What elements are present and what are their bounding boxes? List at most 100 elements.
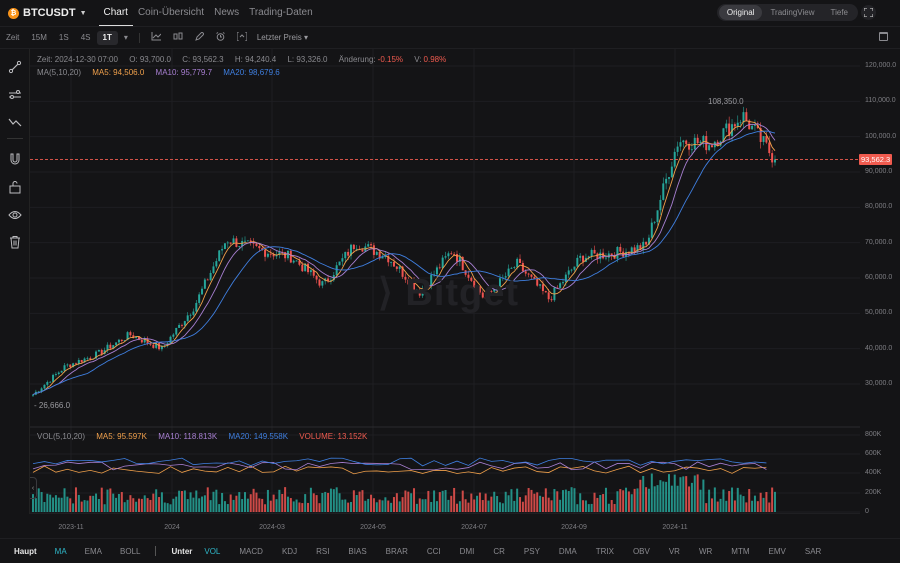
- indicator-trix[interactable]: TRIX: [595, 546, 614, 556]
- y-tick: 100,000.0: [865, 132, 897, 140]
- pattern-icon[interactable]: [8, 115, 22, 129]
- y-tick: 110,000.0: [865, 97, 896, 105]
- indicator-obv[interactable]: OBV: [632, 546, 650, 556]
- indicator-vol[interactable]: VOL: [204, 546, 221, 556]
- alarm-icon[interactable]: [210, 32, 231, 43]
- view-original[interactable]: Original: [718, 5, 763, 20]
- lock-icon[interactable]: [8, 180, 22, 194]
- tab-chart[interactable]: Chart: [98, 0, 133, 26]
- symbol-selector[interactable]: BTCUSDT: [23, 7, 76, 19]
- x-tick: 2024-09: [561, 524, 587, 531]
- tab-news[interactable]: News: [214, 7, 240, 18]
- legend-amp-label: V:: [414, 55, 422, 64]
- y-tick: 80,000.0: [865, 203, 893, 211]
- settings-lines-icon[interactable]: [8, 88, 22, 102]
- vol-ma10-value: MA10: 118.813K: [158, 432, 218, 441]
- indicator-sar[interactable]: SAR: [804, 546, 822, 556]
- top-bar: ₿ BTCUSDT ▼ Chart Coin-Übersicht News Tr…: [0, 0, 900, 26]
- more-intervals-icon[interactable]: ▾: [123, 32, 128, 42]
- indicator-dmi[interactable]: DMI: [459, 546, 475, 556]
- draw-icon[interactable]: [189, 31, 210, 43]
- ma-legend-label: MA(5,10,20): [37, 68, 82, 77]
- y-tick: 90,000.0: [865, 168, 893, 175]
- bitcoin-icon: ₿: [8, 7, 19, 19]
- indicator-wr[interactable]: WR: [698, 546, 713, 556]
- candlestick-chart[interactable]: 108,350.0 - 26,666.0: [30, 49, 860, 515]
- indicator-macd[interactable]: MACD: [239, 546, 263, 556]
- ma5-value: MA5: 94,506.0: [92, 68, 145, 77]
- chart-canvas[interactable]: 108,350.0 - 26,666.0: [30, 49, 860, 515]
- view-tradingview[interactable]: TradingView: [770, 8, 815, 17]
- indicator-emv[interactable]: EMV: [768, 546, 786, 556]
- price-axis[interactable]: 120,000.0 110,000.0 100,000.0 90,000.0 80,00…: [860, 49, 900, 515]
- indicator-bias[interactable]: BIAS: [348, 546, 367, 556]
- indicator-rsi[interactable]: RSI: [316, 546, 330, 556]
- view-depth[interactable]: Tiefe: [830, 8, 849, 17]
- indicator-ma[interactable]: MA: [54, 546, 67, 556]
- calendar-icon[interactable]: [879, 32, 888, 41]
- last-price-tag: 93,562.3: [859, 154, 893, 165]
- legend-amp-value: 0.98%: [423, 55, 447, 64]
- x-tick: 2024-11: [662, 524, 688, 531]
- sub-indicator-list: VOL MACD KDJ RSI BIAS BRAR CCI DMI CR PSY DMA TRIX O…: [195, 547, 830, 556]
- legend-high: H: 94,240.4: [234, 55, 277, 64]
- y-tick: 30,000.0: [865, 380, 893, 387]
- indicator-cr[interactable]: CR: [493, 546, 505, 556]
- svg-text:- 26,666.0: - 26,666.0: [34, 401, 71, 410]
- price-type-dropdown[interactable]: Letzter Preis ▾: [256, 33, 309, 42]
- indicator-brar[interactable]: BRAR: [385, 546, 408, 556]
- x-tick: 2024-05: [360, 524, 386, 531]
- tab-coin-overview[interactable]: Coin-Übersicht: [137, 7, 205, 18]
- y-tick: 40,000.0: [865, 344, 893, 352]
- main-tabs: Chart Coin-Übersicht News Trading-Daten: [98, 0, 318, 26]
- interval-1d[interactable]: 1T: [96, 30, 118, 45]
- interval-4h[interactable]: 4S: [80, 32, 91, 42]
- indicator-icon[interactable]: [145, 32, 167, 43]
- time-label: Zeit: [6, 33, 20, 42]
- indicator-vr[interactable]: VR: [668, 546, 680, 556]
- ma10-value: MA10: 95,779.7: [155, 68, 213, 77]
- magnet-icon[interactable]: [8, 152, 22, 166]
- interval-1h[interactable]: 1S: [58, 32, 69, 42]
- indicator-kdj[interactable]: KDJ: [281, 546, 298, 556]
- ohlc-legend: Zeit: 2024-12-30 07:00 O: 93,700.0 C: 93…: [37, 55, 455, 64]
- x-tick: 2024-03: [259, 524, 285, 531]
- indicator-ema[interactable]: EMA: [84, 546, 103, 556]
- trash-icon[interactable]: [8, 235, 22, 249]
- divider: [155, 546, 157, 556]
- fit-icon[interactable]: [231, 31, 253, 43]
- legend-open: O: 93,700.0: [129, 55, 171, 64]
- y-tick: 60,000.0: [865, 274, 893, 281]
- vol-legend: VOL(5,10,20) MA5: 95.597K MA10: 118.813K…: [37, 432, 376, 441]
- main-indicator-label: Haupt: [14, 546, 37, 556]
- fullscreen-icon[interactable]: [861, 5, 876, 20]
- y-tick: 120,000.0: [865, 62, 897, 69]
- indicator-psy[interactable]: PSY: [523, 546, 540, 556]
- x-tick: 2023-11: [58, 524, 84, 531]
- drawing-sidebar: [0, 49, 30, 514]
- vol-ma5-value: MA5: 95.597K: [96, 432, 147, 441]
- tab-trading-data[interactable]: Trading-Daten: [249, 7, 313, 18]
- indicator-mtm[interactable]: MTM: [731, 546, 750, 556]
- trendline-icon[interactable]: [8, 60, 22, 74]
- legend-close: C: 93,562.3: [182, 55, 224, 64]
- chevron-down-icon[interactable]: ▼: [79, 9, 87, 17]
- volume-tick: 800K: [865, 431, 882, 438]
- eye-icon[interactable]: [8, 208, 22, 222]
- view-mode-switch: Original TradingView Tiefe: [716, 4, 858, 21]
- indicator-boll[interactable]: BOLL: [120, 546, 141, 556]
- ma-legend: MA(5,10,20) MA5: 94,506.0 MA10: 95,779.7…: [37, 68, 289, 77]
- chart-toolbar: Zeit 15M 1S 4S 1T ▾ Letzter Preis ▾: [0, 26, 900, 49]
- interval-15m[interactable]: 15M: [31, 32, 47, 42]
- volume-value: VOLUME: 13.152K: [299, 432, 368, 441]
- divider: [138, 32, 140, 43]
- collapse-sidebar-button[interactable]: ‹: [30, 477, 37, 499]
- sub-indicator-label: Unter: [171, 546, 193, 556]
- indicator-cci[interactable]: CCI: [426, 546, 441, 556]
- chart-type-icon[interactable]: [167, 32, 189, 43]
- legend-change-label: Änderung:: [338, 55, 376, 64]
- x-tick: 2024: [164, 524, 180, 531]
- divider: [7, 138, 23, 139]
- indicator-bar: Haupt MA EMA BOLL Unter VOL MACD KDJ RSI BIA…: [0, 538, 900, 563]
- indicator-dma[interactable]: DMA: [558, 546, 577, 556]
